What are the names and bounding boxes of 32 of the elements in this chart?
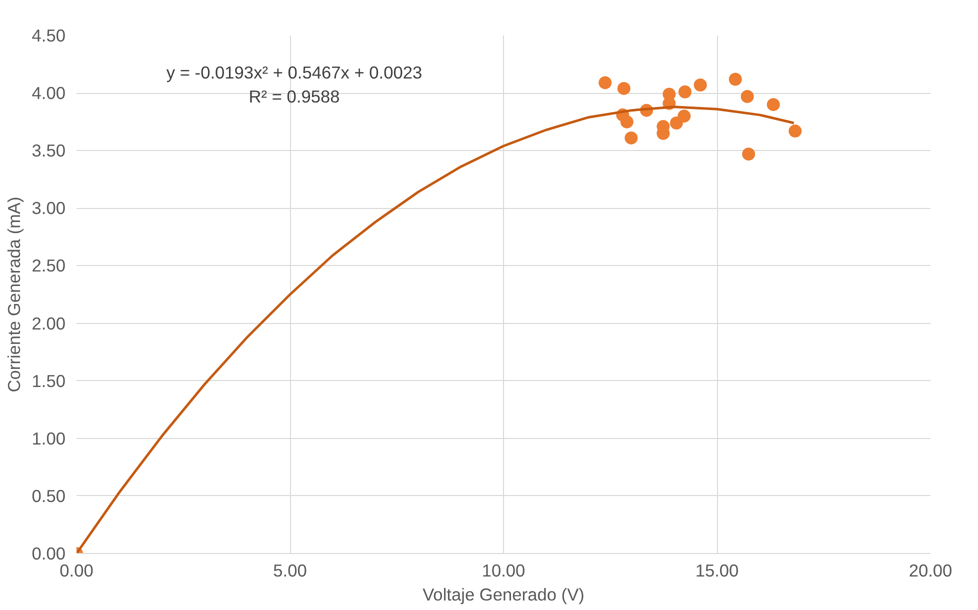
y-tick-label: 2.50	[32, 256, 66, 276]
point	[678, 85, 692, 98]
y-tick-label: 1.00	[32, 428, 66, 448]
point	[620, 115, 634, 128]
y-tick-label: 3.00	[32, 198, 66, 218]
point	[788, 124, 802, 138]
x-axis-title: Voltaje Generado (V)	[422, 584, 584, 604]
point	[617, 82, 630, 95]
point	[742, 148, 756, 161]
point	[766, 98, 780, 112]
point	[694, 78, 707, 92]
point	[624, 131, 638, 144]
y-tick-label: 4.00	[32, 83, 66, 104]
y-tick-label: 0.50	[32, 486, 66, 506]
y-tick-label: 2.00	[32, 313, 66, 334]
x-tick-label: 0.00	[60, 560, 94, 580]
point	[670, 116, 683, 130]
y-tick-label: 0.00	[32, 544, 66, 564]
x-tick-label: 20.00	[908, 560, 952, 580]
x-tick-label: 5.00	[273, 560, 307, 580]
x-tick-label: 10.00	[482, 560, 526, 580]
x-tick-label: 15.00	[695, 560, 739, 580]
y-axis-title: Corriente Generada (mA)	[4, 196, 24, 392]
point	[678, 110, 691, 123]
point	[728, 72, 742, 86]
y-tick-label: 4.50	[32, 26, 66, 46]
y-tick-label: 3.50	[32, 140, 66, 161]
annotation: R² = 0.9588	[248, 86, 340, 107]
point	[740, 90, 754, 103]
y-tick-label: 1.50	[32, 370, 66, 391]
point	[598, 76, 612, 90]
annotation: y = -0.0193x² + 0.5467x + 0.0023	[166, 62, 422, 82]
